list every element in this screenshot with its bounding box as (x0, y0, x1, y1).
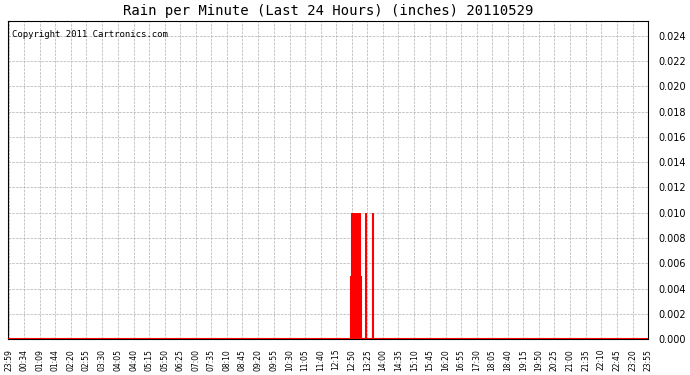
Bar (355, 213, 356, 339)
Bar (352, 213, 353, 339)
Bar (356, 213, 357, 339)
Bar (358, 213, 359, 339)
Bar (357, 213, 358, 339)
Bar (357, 213, 359, 339)
Bar (353, 213, 354, 339)
Bar (358, 213, 359, 339)
Bar (354, 276, 355, 339)
Bar (359, 213, 360, 339)
Title: Rain per Minute (Last 24 Hours) (inches) 20110529: Rain per Minute (Last 24 Hours) (inches)… (124, 4, 533, 18)
Bar (359, 213, 361, 339)
Bar (359, 276, 360, 339)
Bar (353, 213, 355, 339)
Bar (354, 213, 355, 339)
Text: Copyright 2011 Cartronics.com: Copyright 2011 Cartronics.com (12, 30, 168, 39)
Bar (351, 276, 352, 339)
Bar (360, 276, 361, 339)
Bar (352, 213, 353, 339)
Bar (355, 213, 356, 339)
Bar (366, 213, 367, 339)
Bar (355, 276, 357, 339)
Bar (353, 213, 354, 339)
